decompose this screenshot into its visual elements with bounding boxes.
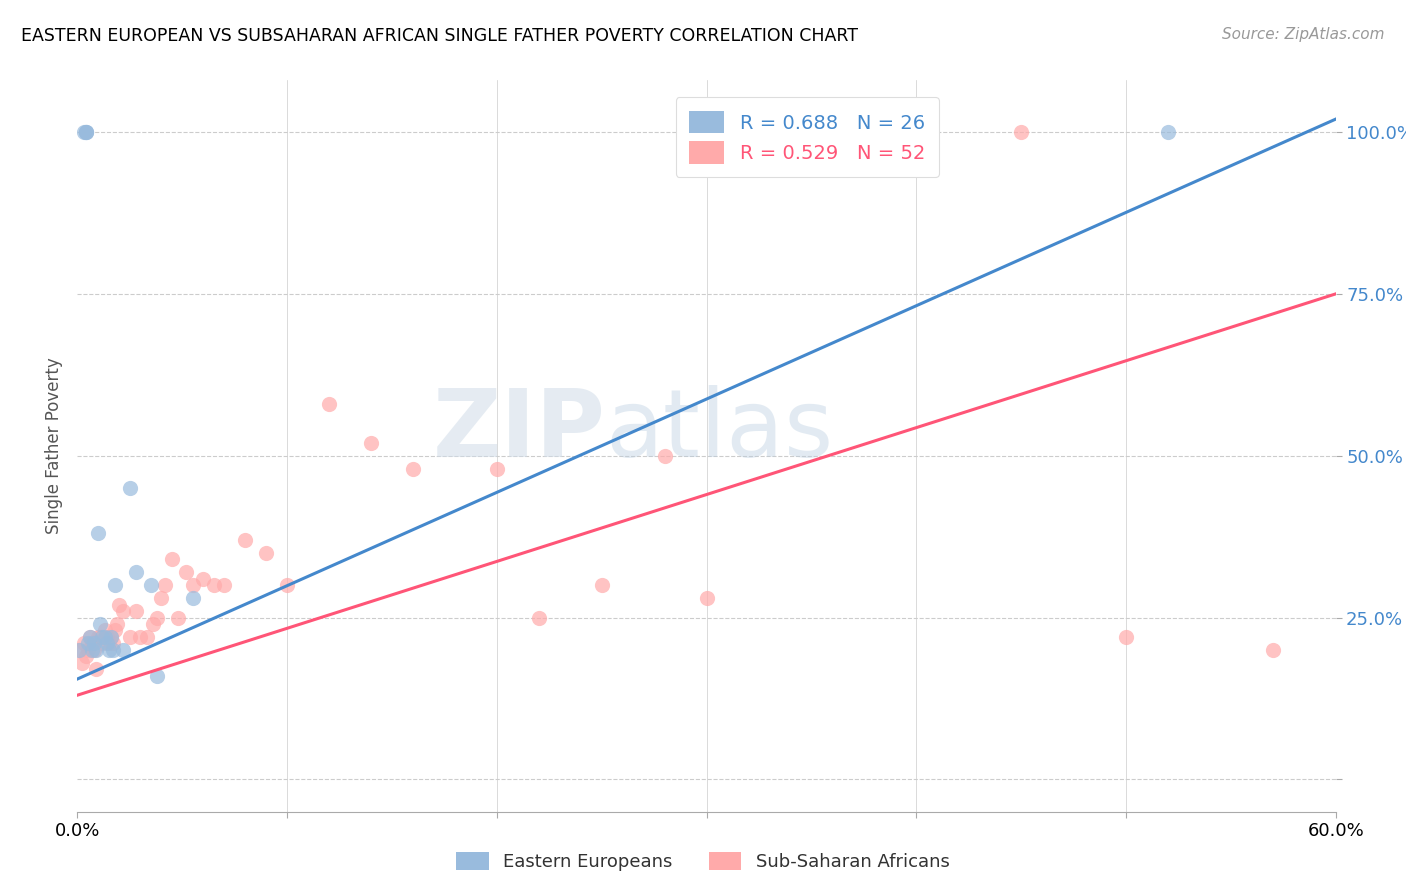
Point <box>75 125 97 139</box>
Point <box>202 578 225 592</box>
Text: atlas: atlas <box>606 385 834 477</box>
Point <box>76 636 98 650</box>
Point <box>150 591 173 606</box>
Point <box>129 630 152 644</box>
Legend: Eastern Europeans, Sub-Saharan Africans: Eastern Europeans, Sub-Saharan Africans <box>449 845 957 879</box>
Point <box>654 449 676 463</box>
Point <box>527 610 550 624</box>
Legend: R = 0.688   N = 26, R = 0.529   N = 52: R = 0.688 N = 26, R = 0.529 N = 52 <box>676 97 939 178</box>
Point <box>84 662 107 676</box>
Point <box>360 435 382 450</box>
Text: Source: ZipAtlas.com: Source: ZipAtlas.com <box>1222 27 1385 42</box>
Text: ZIP: ZIP <box>433 385 606 477</box>
Point <box>176 566 198 580</box>
Point <box>100 630 122 644</box>
Point <box>87 630 110 644</box>
Point <box>101 643 124 657</box>
Point <box>87 526 110 541</box>
Point <box>160 552 183 566</box>
Point <box>118 630 141 644</box>
Point <box>112 604 135 618</box>
Point <box>83 636 105 650</box>
Point <box>80 636 103 650</box>
Point <box>155 578 177 592</box>
Point <box>591 578 613 592</box>
Point <box>125 566 148 580</box>
Point <box>181 578 204 592</box>
Point <box>79 630 101 644</box>
Point <box>1157 125 1180 139</box>
Point <box>67 643 90 657</box>
Point <box>108 598 131 612</box>
Point <box>696 591 718 606</box>
Point <box>75 125 97 139</box>
Point <box>142 617 165 632</box>
Point <box>191 572 215 586</box>
Point <box>97 636 120 650</box>
Point <box>89 630 111 644</box>
Point <box>181 591 204 606</box>
Point <box>75 649 97 664</box>
Point <box>101 636 124 650</box>
Point <box>146 669 169 683</box>
Point <box>70 656 93 670</box>
Point <box>89 617 111 632</box>
Y-axis label: Single Father Poverty: Single Father Poverty <box>45 358 63 534</box>
Point <box>100 630 122 644</box>
Point <box>1261 643 1284 657</box>
Point <box>118 481 141 495</box>
Point <box>1010 125 1032 139</box>
Point <box>485 461 508 475</box>
Point <box>93 624 115 638</box>
Point <box>276 578 298 592</box>
Point <box>75 125 97 139</box>
Point <box>83 643 105 657</box>
Point <box>905 125 928 139</box>
Point <box>72 636 94 650</box>
Point <box>167 610 190 624</box>
Point <box>402 461 425 475</box>
Point <box>125 604 148 618</box>
Point <box>212 578 235 592</box>
Point <box>146 610 169 624</box>
Point <box>96 636 118 650</box>
Point <box>104 624 127 638</box>
Point <box>67 643 90 657</box>
Point <box>96 630 118 644</box>
Point <box>93 630 115 644</box>
Point <box>76 643 98 657</box>
Point <box>91 630 114 644</box>
Point <box>97 643 120 657</box>
Point <box>91 636 114 650</box>
Point <box>79 630 101 644</box>
Point <box>318 397 340 411</box>
Point <box>1115 630 1137 644</box>
Point <box>139 578 162 592</box>
Point <box>112 643 135 657</box>
Point <box>80 643 103 657</box>
Point <box>104 578 127 592</box>
Point <box>84 643 107 657</box>
Text: EASTERN EUROPEAN VS SUBSAHARAN AFRICAN SINGLE FATHER POVERTY CORRELATION CHART: EASTERN EUROPEAN VS SUBSAHARAN AFRICAN S… <box>21 27 858 45</box>
Point <box>135 630 157 644</box>
Point <box>800 125 823 139</box>
Point <box>105 617 128 632</box>
Point <box>72 125 94 139</box>
Point <box>233 533 256 547</box>
Point <box>254 546 277 560</box>
